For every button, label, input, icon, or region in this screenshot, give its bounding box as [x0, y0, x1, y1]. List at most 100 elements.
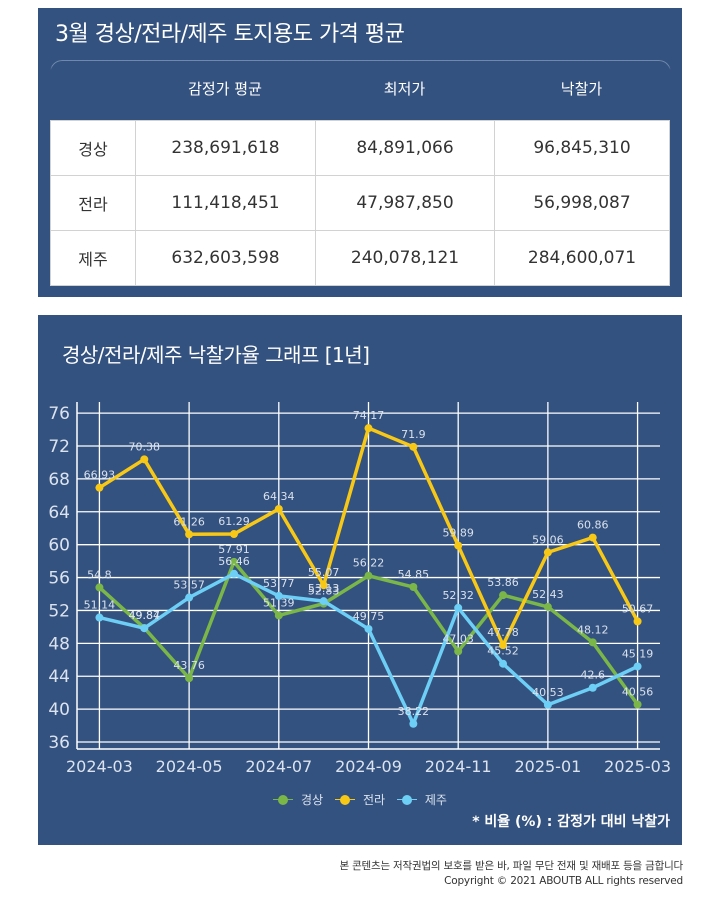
data-label: 55.07 — [308, 566, 340, 579]
data-label: 47.03 — [442, 632, 474, 645]
y-tick-label: 52 — [48, 601, 70, 621]
data-point — [409, 442, 418, 451]
data-point — [364, 624, 373, 633]
bid-rate-line-chart: 36 40 44 48 52 56 60 64 68 72 76 2024-03 2024-05 2024… — [48, 402, 671, 776]
appraisal-avg-cell: 111,418,451 — [135, 175, 316, 231]
data-point — [229, 530, 238, 539]
table-row: 경상 238,691,618 84,891,066 96,845,310 — [50, 120, 670, 176]
data-point — [274, 611, 283, 620]
data-point — [543, 700, 552, 709]
region-cell: 제주 — [50, 230, 136, 286]
data-label: 43.76 — [173, 659, 205, 672]
x-tick-label: 2024-11 — [425, 757, 492, 776]
data-point — [409, 719, 418, 728]
data-point — [364, 571, 373, 580]
legend-marker-jeolla-icon — [334, 794, 355, 805]
data-label: 53.57 — [173, 579, 205, 592]
data-point — [454, 541, 463, 550]
data-label: 40.53 — [532, 686, 564, 699]
data-point — [499, 659, 508, 668]
y-tick-label: 72 — [48, 437, 70, 457]
data-point — [543, 548, 552, 557]
data-label: 53.13 — [308, 582, 340, 595]
legend-label: 경상 — [301, 793, 324, 807]
minimum-cell: 47,987,850 — [315, 175, 495, 231]
data-label: 53.77 — [263, 577, 295, 590]
data-point — [185, 530, 194, 539]
data-point — [274, 504, 283, 513]
x-tick-label: 2024-03 — [66, 757, 133, 776]
table-row: 전라 111,418,451 47,987,850 56,998,087 — [50, 175, 670, 231]
legend-label: 제주 — [424, 793, 447, 807]
price-summary-card: 3월 경상/전라/제주 토지용도 가격 평균 감정가 평균 최저가 낙찰가 경상… — [38, 8, 682, 297]
bid-rate-chart-card: 경상/전라/제주 낙찰가율 그래프 [1년] 36 40 44 48 52 56 60 64 6… — [38, 315, 682, 845]
y-tick-label: 76 — [48, 404, 70, 424]
data-label: 70.38 — [129, 440, 161, 453]
data-label: 42.6 — [580, 669, 605, 682]
data-label: 47.78 — [487, 626, 519, 639]
data-label: 54.8 — [87, 568, 112, 581]
data-point — [588, 533, 597, 542]
data-label: 59.06 — [532, 533, 564, 546]
data-label: 40.56 — [622, 686, 654, 699]
price-table: 경상 238,691,618 84,891,066 96,845,310 전라 … — [50, 120, 670, 286]
data-label: 51.14 — [84, 599, 116, 612]
data-point — [499, 641, 508, 650]
legend-item-gyeongsang[interactable]: 경상 — [273, 791, 323, 808]
data-point — [543, 602, 552, 611]
ratio-note: * 비율 (%) : 감정가 대비 낙찰가 — [472, 814, 670, 830]
legend-item-jeolla[interactable]: 전라 — [334, 791, 386, 808]
data-point — [140, 455, 149, 464]
data-point — [499, 591, 508, 600]
data-point — [454, 647, 463, 656]
data-point — [185, 674, 194, 683]
data-label: 60.86 — [577, 519, 609, 532]
data-label: 48.12 — [577, 623, 609, 636]
y-tick-label: 64 — [48, 503, 70, 523]
x-tick-label: 2025-03 — [604, 757, 671, 776]
legend-item-jeju[interactable]: 제주 — [396, 791, 447, 808]
minimum-cell: 240,078,121 — [315, 230, 495, 286]
data-point — [95, 613, 104, 622]
legend-marker-jeju-icon — [396, 794, 417, 805]
region-cell: 전라 — [50, 175, 136, 231]
winning-bid-cell: 284,600,071 — [494, 230, 670, 286]
winning-bid-cell: 56,998,087 — [494, 175, 670, 231]
data-point — [588, 638, 597, 647]
data-label: 66.93 — [84, 469, 116, 482]
column-header-minimum: 최저가 — [383, 80, 426, 98]
data-label: 54.85 — [398, 568, 430, 581]
data-label: 45.19 — [622, 647, 654, 660]
data-label: 50.67 — [622, 602, 654, 615]
copyright-line: Copyright © 2021 ABOUTB ALL rights reser… — [444, 875, 683, 887]
data-label: 59.89 — [442, 527, 474, 540]
legend-label: 전라 — [362, 793, 386, 807]
data-label: 57.91 — [218, 543, 250, 556]
data-point — [95, 583, 104, 592]
chart-title: 경상/전라/제주 낙찰가율 그래프 [1년] — [62, 343, 370, 367]
data-point — [229, 569, 238, 578]
data-point — [319, 581, 328, 590]
column-header-winning-bid: 낙찰가 — [560, 80, 603, 98]
y-tick-label: 56 — [48, 569, 70, 589]
table-row: 제주 632,603,598 240,078,121 284,600,071 — [50, 230, 670, 286]
y-tick-label: 60 — [48, 536, 70, 556]
data-label: 49.75 — [353, 610, 385, 623]
data-label: 64.34 — [263, 490, 295, 503]
y-tick-label: 44 — [48, 667, 70, 687]
data-point — [633, 700, 642, 709]
data-point — [185, 593, 194, 602]
winning-bid-cell: 96,845,310 — [494, 120, 670, 176]
data-label: 52.43 — [532, 588, 564, 601]
y-tick-label: 36 — [48, 733, 70, 753]
data-label: 53.86 — [487, 576, 519, 589]
data-point — [633, 617, 642, 626]
data-point — [229, 557, 238, 566]
x-tick-label: 2024-07 — [245, 757, 312, 776]
data-label: 52.32 — [442, 589, 474, 602]
data-label: 56.22 — [353, 557, 385, 570]
appraisal-avg-cell: 632,603,598 — [135, 230, 316, 286]
legend-marker-gyeongsang-icon — [273, 794, 294, 805]
x-tick-label: 2024-09 — [335, 757, 402, 776]
data-point — [633, 662, 642, 671]
